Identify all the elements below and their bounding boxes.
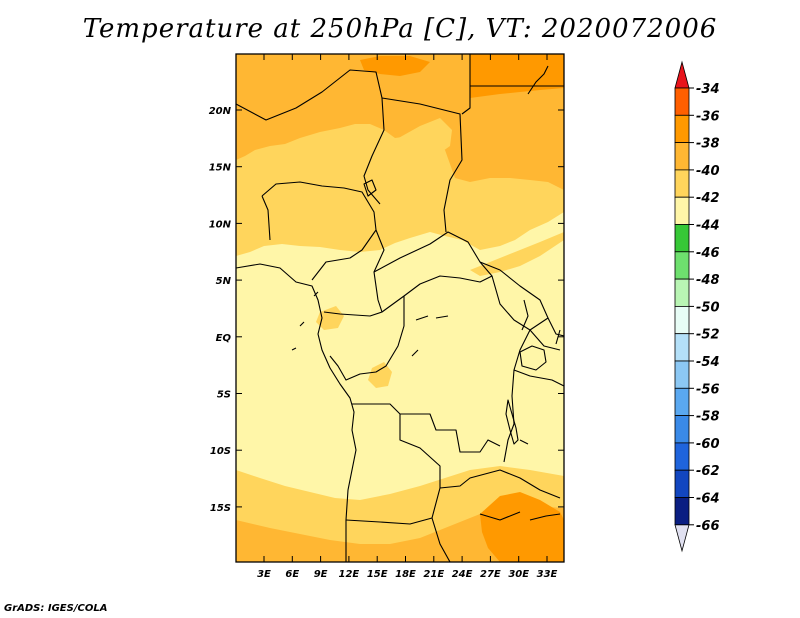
colorbar-swatch bbox=[674, 333, 690, 362]
gulf-islands bbox=[291, 291, 319, 351]
border-congo bbox=[329, 296, 405, 381]
colorbar-swatch bbox=[674, 251, 690, 280]
colorbar-label: -46 bbox=[696, 246, 720, 261]
lake-victoria bbox=[519, 345, 547, 371]
latitude-axis: 20N 15N 10N 5N EQ 5S 10S 15S bbox=[209, 106, 564, 514]
colorbar-bottom-arrow bbox=[674, 524, 690, 553]
lat-label: 5S bbox=[217, 390, 231, 401]
temperature-field bbox=[236, 54, 564, 562]
country-borders bbox=[236, 54, 564, 562]
colorbar-label: -62 bbox=[696, 464, 720, 479]
lon-label: 30E bbox=[508, 569, 529, 580]
colorbar-swatch bbox=[674, 387, 690, 416]
colorbar-swatch bbox=[674, 360, 690, 389]
lat-label: 15S bbox=[210, 503, 231, 514]
colorbar-swatch bbox=[674, 305, 690, 335]
longitude-axis: 3E 6E 9E 12E 15E 18E 21E 24E 27E 30E 33E bbox=[257, 54, 558, 580]
field-region-40-center bbox=[395, 118, 452, 160]
border-sahara-north bbox=[236, 69, 385, 205]
border-drc-east bbox=[503, 329, 531, 463]
colorbar-label: -34 bbox=[696, 82, 720, 97]
lat-label: 10N bbox=[209, 219, 232, 230]
colorbar-label: -38 bbox=[696, 137, 720, 152]
lat-label: EQ bbox=[216, 333, 232, 344]
field-region-40-patch-a bbox=[368, 362, 392, 388]
plot-frame bbox=[235, 53, 565, 563]
colorbar-label: -40 bbox=[696, 164, 720, 179]
colorbar-swatch bbox=[674, 142, 690, 171]
colorbar: -34 -36 -38 -40 -42 -44 -46 -48 -50 -52 -54 -56 -58 -… bbox=[674, 60, 720, 553]
colorbar-swatch bbox=[674, 278, 690, 307]
colorbar-label: -64 bbox=[696, 492, 720, 507]
red-sea-coast bbox=[527, 65, 549, 95]
lake-chad bbox=[363, 179, 377, 197]
map-title: Temperature at 250hPa [C], VT: 202007200… bbox=[82, 14, 718, 44]
lat-label: 20N bbox=[209, 106, 232, 117]
colorbar-label: -44 bbox=[696, 219, 720, 234]
lon-label: 3E bbox=[257, 569, 271, 580]
colorbar-label: -50 bbox=[696, 300, 720, 315]
lon-label: 33E bbox=[537, 569, 558, 580]
border-nigeria bbox=[261, 181, 377, 281]
colorbar-swatch bbox=[674, 224, 690, 253]
field-region-40-east bbox=[470, 232, 564, 276]
colorbar-swatch bbox=[674, 196, 690, 225]
colorbar-swatch bbox=[674, 87, 690, 116]
colorbar-label: -60 bbox=[696, 437, 720, 452]
colorbar-label: -52 bbox=[696, 328, 720, 343]
grads-credit: GrADS: IGES/COLA bbox=[4, 603, 108, 614]
field-region-36-north bbox=[360, 56, 430, 76]
colorbar-swatch bbox=[674, 497, 690, 526]
colorbar-label: -54 bbox=[696, 355, 720, 370]
border-drc-angola bbox=[352, 403, 501, 453]
border-angola-zambia bbox=[399, 414, 561, 499]
coastline-west-africa bbox=[236, 263, 357, 562]
border-zimbabwe bbox=[431, 511, 521, 562]
colorbar-label: -42 bbox=[696, 191, 720, 206]
border-cameroon bbox=[323, 229, 385, 317]
colorbar-label: -48 bbox=[696, 273, 720, 288]
border-niger-chad bbox=[381, 97, 463, 233]
border-namibia bbox=[345, 487, 441, 525]
lon-label: 9E bbox=[314, 569, 328, 580]
colorbar-top-arrow bbox=[674, 60, 690, 89]
lon-label: 18E bbox=[395, 569, 416, 580]
colorbar-swatch bbox=[674, 114, 690, 144]
colorbar-swatch bbox=[674, 415, 690, 444]
field-region-40-patch-b bbox=[316, 306, 344, 330]
colorbar-label: -56 bbox=[696, 382, 720, 397]
colorbar-swatch bbox=[674, 169, 690, 198]
lat-label: 5N bbox=[216, 276, 232, 287]
colorbar-swatch bbox=[674, 442, 690, 471]
lake-tanganyika bbox=[505, 399, 519, 445]
field-region-36-northeast bbox=[470, 54, 564, 98]
colorbar-label: -36 bbox=[696, 109, 720, 124]
border-sudan-egypt bbox=[461, 54, 564, 115]
colorbar-label: -66 bbox=[696, 519, 720, 534]
colorbar-label: -58 bbox=[696, 410, 720, 425]
lon-label: 15E bbox=[367, 569, 388, 580]
lon-label: 12E bbox=[339, 569, 360, 580]
border-east bbox=[513, 317, 564, 387]
lon-label: 6E bbox=[285, 569, 299, 580]
lat-label: 15N bbox=[209, 163, 232, 174]
field-region-36-southeast bbox=[480, 492, 564, 562]
lon-label: 27E bbox=[480, 569, 501, 580]
lon-label: 21E bbox=[423, 569, 444, 580]
lon-label: 24E bbox=[452, 569, 473, 580]
congo-river-marks bbox=[411, 315, 529, 445]
lat-label: 10S bbox=[210, 446, 231, 457]
colorbar-swatch bbox=[674, 469, 690, 498]
